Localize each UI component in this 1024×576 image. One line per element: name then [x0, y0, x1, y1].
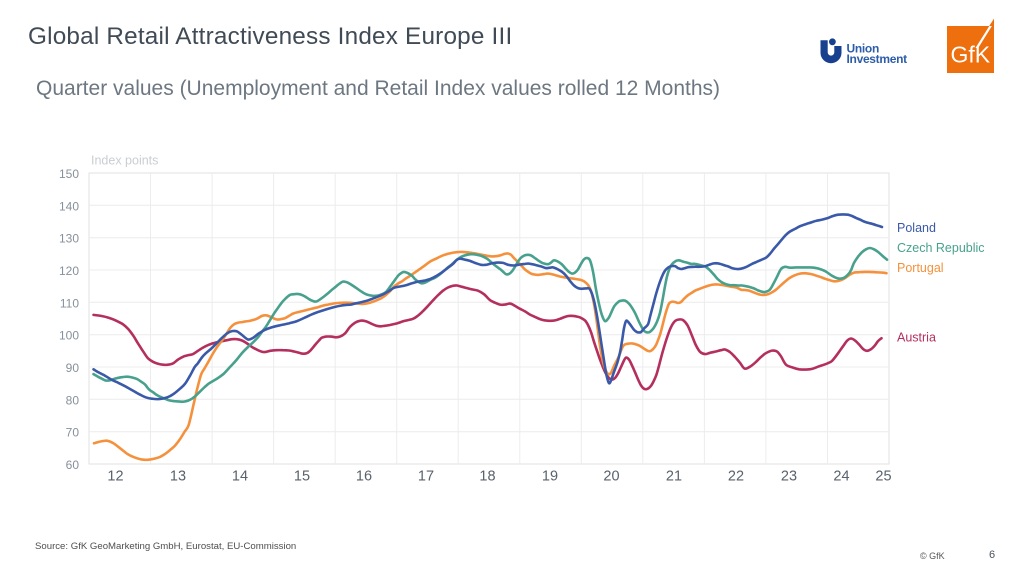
- svg-text:60: 60: [66, 458, 80, 472]
- svg-text:20: 20: [603, 469, 619, 485]
- svg-text:80: 80: [66, 393, 80, 407]
- svg-text:12: 12: [107, 469, 123, 485]
- svg-text:100: 100: [59, 329, 79, 343]
- svg-text:15: 15: [294, 469, 310, 485]
- svg-text:120: 120: [59, 264, 79, 278]
- svg-text:21: 21: [666, 469, 682, 485]
- svg-text:13: 13: [170, 469, 186, 485]
- svg-text:Austria: Austria: [897, 331, 936, 345]
- svg-text:110: 110: [60, 296, 79, 310]
- svg-text:14: 14: [232, 469, 248, 485]
- svg-text:23: 23: [781, 469, 797, 485]
- svg-text:25: 25: [875, 469, 891, 485]
- svg-text:24: 24: [833, 469, 849, 485]
- svg-text:Portugal: Portugal: [897, 261, 944, 275]
- svg-text:22: 22: [728, 469, 744, 485]
- svg-text:Union: Union: [847, 41, 880, 55]
- svg-text:Czech Republic: Czech Republic: [897, 241, 985, 255]
- svg-text:140: 140: [59, 199, 79, 213]
- svg-text:GfK: GfK: [951, 42, 991, 68]
- svg-text:19: 19: [542, 469, 558, 485]
- svg-text:150: 150: [59, 167, 79, 181]
- svg-text:Index points: Index points: [91, 154, 158, 168]
- svg-text:16: 16: [356, 469, 372, 485]
- svg-text:18: 18: [479, 469, 495, 485]
- svg-text:90: 90: [66, 361, 80, 375]
- svg-text:Poland: Poland: [897, 221, 936, 235]
- svg-text:130: 130: [59, 232, 79, 246]
- svg-text:70: 70: [66, 426, 80, 440]
- svg-text:17: 17: [418, 469, 434, 485]
- svg-text:Investment: Investment: [847, 52, 908, 66]
